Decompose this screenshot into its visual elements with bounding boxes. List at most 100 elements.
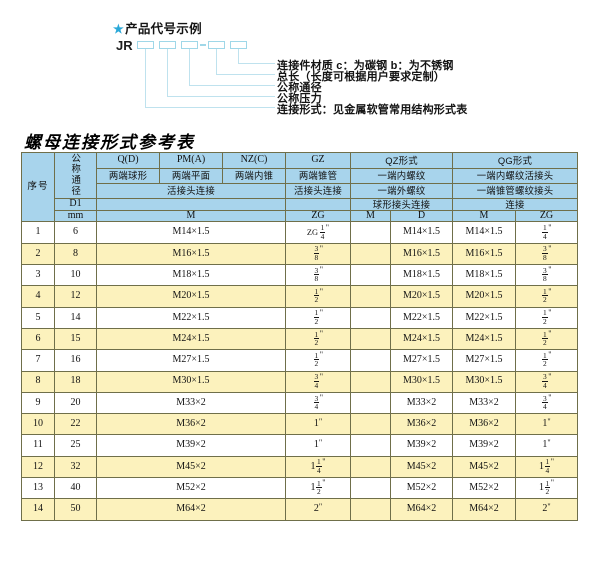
cell-thread-m: M36×2 bbox=[96, 413, 286, 436]
cell-seq: 6 bbox=[21, 327, 55, 351]
header-unit-qz-m: M bbox=[350, 209, 391, 223]
cell-seq: 1 bbox=[21, 221, 55, 244]
cell-nominal-diameter: 12 bbox=[54, 285, 97, 308]
cell-nominal-diameter: 20 bbox=[54, 391, 97, 415]
table-row: 8 18 M30×1.5 3 4 " M30×1.5 M30×1.5 3 4 " bbox=[21, 370, 578, 393]
table-header: 序号 公称通径 Q(D) PM(A) NZ(C) GZ QZ形式 QG形式 两端… bbox=[21, 151, 578, 223]
code-box-3 bbox=[181, 41, 198, 49]
cell-qg-zg: 1 2 " bbox=[515, 327, 578, 351]
header-row-d1: D1 球形接头连接 连接 bbox=[22, 198, 578, 211]
header-desc-pma: 两端平面 bbox=[159, 168, 223, 185]
cell-nominal-diameter: 25 bbox=[54, 434, 97, 457]
header-group-qz: QZ形式 bbox=[350, 151, 453, 170]
legend-material: 连接件材质 c：为碳钢 b：为不锈钢 bbox=[277, 60, 454, 72]
leader-line-dn-h bbox=[189, 85, 275, 87]
cell-qg-zg: 3 4 " bbox=[515, 370, 578, 393]
cell-thread-m: M24×1.5 bbox=[96, 327, 286, 351]
leader-line-pn-v bbox=[167, 49, 169, 97]
cell-gz-size: 1" bbox=[285, 413, 351, 436]
header-desc-qg: 一端内螺纹活接头 bbox=[452, 168, 578, 185]
cell-qz-m bbox=[350, 306, 391, 329]
cell-thread-m: M14×1.5 bbox=[96, 221, 286, 244]
table-row: 4 12 M20×1.5 1 2 " M20×1.5 M20×1.5 1 2 " bbox=[21, 285, 578, 308]
header-d1: D1 bbox=[54, 198, 97, 211]
cell-thread-m: M45×2 bbox=[96, 455, 286, 479]
nut-connection-spec-table: 序号 公称通径 Q(D) PM(A) NZ(C) GZ QZ形式 QG形式 两端… bbox=[21, 151, 578, 521]
leader-line-conn-h bbox=[145, 107, 275, 109]
cell-gz-size: 1 2 " bbox=[285, 349, 351, 372]
header-desc-gz: 两端锥管 bbox=[285, 168, 351, 185]
cell-seq: 13 bbox=[21, 476, 55, 500]
cell-thread-m: M20×1.5 bbox=[96, 285, 286, 308]
cell-thread-m: M27×1.5 bbox=[96, 349, 286, 372]
cell-seq: 7 bbox=[21, 349, 55, 372]
header-unit-mm: mm bbox=[54, 209, 97, 223]
table-row: 9 20 M33×2 3 4 " M33×2 M33×2 3 4 " bbox=[21, 391, 578, 415]
cell-qz-d: M52×2 bbox=[390, 476, 453, 500]
cell-qg-zg: 1" bbox=[515, 434, 578, 457]
cell-seq: 12 bbox=[21, 455, 55, 479]
cell-qz-d: M18×1.5 bbox=[390, 264, 453, 287]
cell-qg-m: M45×2 bbox=[452, 455, 516, 479]
cell-seq: 3 bbox=[21, 264, 55, 287]
table-row: 12 32 M45×2 1 1 4 " M45×2 M45×2 1 1 4 " bbox=[21, 455, 578, 479]
cell-seq: 11 bbox=[21, 434, 55, 457]
cell-qg-zg: 1 2 " bbox=[515, 306, 578, 329]
cell-qg-m: M14×1.5 bbox=[452, 221, 516, 244]
leader-line-length-h bbox=[216, 74, 275, 76]
cell-seq: 4 bbox=[21, 285, 55, 308]
cell-qg-zg: 3 8 " bbox=[515, 264, 578, 287]
code-box-4 bbox=[208, 41, 225, 49]
cell-qg-zg: 3 8 " bbox=[515, 242, 578, 266]
leader-line-material-v bbox=[238, 49, 240, 64]
cell-qz-m bbox=[350, 264, 391, 287]
cell-thread-m: M22×1.5 bbox=[96, 306, 286, 329]
cell-gz-size: 1 2 " bbox=[285, 285, 351, 308]
leader-line-dn-v bbox=[189, 49, 191, 86]
product-code-heading-text: 产品代号示例 bbox=[125, 22, 202, 36]
page-title: 螺母连接形式参考表 bbox=[24, 133, 195, 152]
cell-thread-m: M16×1.5 bbox=[96, 242, 286, 266]
cell-qg-zg: 1 2 " bbox=[515, 285, 578, 308]
header-d1-gz-blank bbox=[285, 198, 351, 211]
cell-qz-m bbox=[350, 455, 391, 479]
table-row: 11 25 M39×2 1" M39×2 M39×2 1" bbox=[21, 434, 578, 457]
table-row: 13 40 M52×2 1 1 2 " M52×2 M52×2 1 1 2 " bbox=[21, 476, 578, 500]
cell-gz-size: 3 4 " bbox=[285, 391, 351, 415]
cell-nominal-diameter: 14 bbox=[54, 306, 97, 329]
header-desc-qz: 一端内螺纹 bbox=[350, 168, 453, 185]
cell-qg-m: M27×1.5 bbox=[452, 349, 516, 372]
header-unit-qg-m: M bbox=[452, 209, 516, 223]
cell-thread-m: M52×2 bbox=[96, 476, 286, 500]
header-join-qg: 一端锥管螺纹接头 bbox=[452, 183, 578, 200]
header-group-nzc: NZ(C) bbox=[222, 151, 286, 170]
header-group-qg: QG形式 bbox=[452, 151, 578, 170]
cell-qz-d: M22×1.5 bbox=[390, 306, 453, 329]
leader-line-material-h bbox=[238, 63, 275, 65]
header-nominal-diameter: 公称通径 bbox=[54, 151, 97, 200]
cell-qg-m: M24×1.5 bbox=[452, 327, 516, 351]
cell-qg-zg: 1" bbox=[515, 413, 578, 436]
header-group-qd: Q(D) bbox=[96, 151, 160, 170]
cell-qz-m bbox=[350, 327, 391, 351]
cell-qg-m: M22×1.5 bbox=[452, 306, 516, 329]
table-body: 1 6 M14×1.5 ZG 1 4 " M14×1.5 M14×1.5 1 4 " 2 8 M16×1.5… bbox=[21, 221, 578, 521]
cell-nominal-diameter: 50 bbox=[54, 498, 97, 521]
cell-gz-size: 3 4 " bbox=[285, 370, 351, 393]
cell-nominal-diameter: 15 bbox=[54, 327, 97, 351]
cell-seq: 14 bbox=[21, 498, 55, 521]
cell-qz-d: M30×1.5 bbox=[390, 370, 453, 393]
leader-line-length-v bbox=[216, 49, 218, 75]
legend-total-length: 总长（长度可根据用户要求定制） bbox=[277, 71, 445, 83]
cell-gz-size: 2" bbox=[285, 498, 351, 521]
header-seq: 序号 bbox=[21, 151, 55, 223]
cell-qz-d: M64×2 bbox=[390, 498, 453, 521]
cell-gz-size: 1 1 4 " bbox=[285, 455, 351, 479]
cell-nominal-diameter: 16 bbox=[54, 349, 97, 372]
table-row: 10 22 M36×2 1" M36×2 M36×2 1" bbox=[21, 413, 578, 436]
cell-qz-m bbox=[350, 476, 391, 500]
header-join-qz: 一端外螺纹 bbox=[350, 183, 453, 200]
header-join-qpn: 活接头连接 bbox=[96, 183, 286, 200]
legend-nominal-pressure: 公称压力 bbox=[277, 93, 322, 105]
cell-gz-size: 1 2 " bbox=[285, 327, 351, 351]
